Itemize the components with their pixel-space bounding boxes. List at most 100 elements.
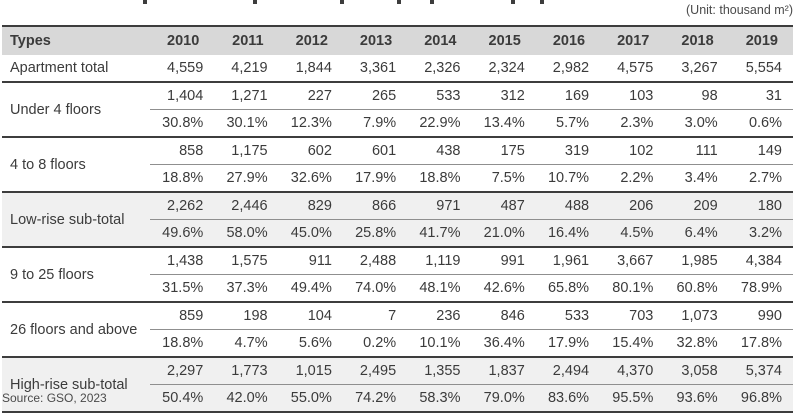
cell-area-value: 2,446 xyxy=(214,192,279,220)
cell-area-value: 98 xyxy=(664,82,729,110)
cell-area-value: 1,844 xyxy=(278,55,343,83)
cell-percent-value: 95.5% xyxy=(600,384,665,413)
cell-area-value: 533 xyxy=(407,82,472,110)
cell-area-value: 149 xyxy=(728,137,793,165)
cell-percent-value: 78.9% xyxy=(728,274,793,303)
row-label: 9 to 25 floors xyxy=(2,247,150,303)
cell-percent-value: 42.6% xyxy=(471,274,536,303)
cell-area-value: 169 xyxy=(535,82,601,110)
cell-percent-value: 30.1% xyxy=(214,109,279,138)
cell-percent-value: 65.8% xyxy=(535,274,601,303)
column-header-year: 2011 xyxy=(214,25,279,55)
cell-percent-value: 32.6% xyxy=(278,164,343,193)
cell-area-value: 1,404 xyxy=(150,82,215,110)
cell-area-value: 866 xyxy=(342,192,408,220)
row-label: High-rise sub-total xyxy=(2,357,150,413)
cell-area-value: 4,384 xyxy=(728,247,793,275)
table-row-counts: Under 4 floors 1,404 1,271 227 265 533 312 169 1… xyxy=(2,82,793,138)
cell-percent-value: 41.7% xyxy=(407,219,472,248)
cell-area-value: 2,495 xyxy=(342,357,408,385)
cell-area-value: 1,575 xyxy=(214,247,279,275)
cell-area-value: 31 xyxy=(728,82,793,110)
cell-percent-value: 12.3% xyxy=(278,109,343,138)
cell-area-value: 2,297 xyxy=(150,357,215,385)
cell-area-value: 265 xyxy=(342,82,408,110)
row-label: 26 floors and above xyxy=(2,302,150,358)
cell-percent-value: 5.6% xyxy=(278,329,343,358)
column-header-year: 2010 xyxy=(150,25,215,55)
column-header-year: 2014 xyxy=(407,25,472,55)
cell-percent-value: 37.3% xyxy=(214,274,279,303)
cell-percent-value: 80.1% xyxy=(600,274,665,303)
row-label: Under 4 floors xyxy=(2,82,150,138)
cell-area-value: 971 xyxy=(407,192,472,220)
cell-percent-value: 25.8% xyxy=(342,219,408,248)
cell-area-value: 2,488 xyxy=(342,247,408,275)
table-row-percents: 18.8% 4.7% 5.6% 0.2% 10.1% 36.4% 17.9% 15.4% 32.… xyxy=(2,329,793,358)
column-header-year: 2015 xyxy=(471,25,536,55)
cell-percent-value: 4.5% xyxy=(600,219,665,248)
table-row-percents: 30.8% 30.1% 12.3% 7.9% 22.9% 13.4% 5.7% 2.3% 3.0… xyxy=(2,109,793,138)
cell-area-value: 5,374 xyxy=(728,357,793,385)
cell-area-value: 3,267 xyxy=(664,55,729,83)
table-row-counts: 9 to 25 floors 1,438 1,575 911 2,488 1,119 991… xyxy=(2,247,793,303)
cell-area-value: 911 xyxy=(278,247,343,275)
cell-area-value: 5,554 xyxy=(728,55,793,83)
cell-area-value: 103 xyxy=(600,82,665,110)
cell-area-value: 102 xyxy=(600,137,665,165)
table-row-counts: Low-rise sub-total 2,262 2,446 829 866 971 487… xyxy=(2,192,793,248)
table-body: Apartment total 4,559 4,219 1,844 3,361 2,326… xyxy=(2,55,793,413)
cell-percent-value: 74.0% xyxy=(342,274,408,303)
cell-percent-value: 32.8% xyxy=(664,329,729,358)
cell-area-value: 487 xyxy=(471,192,536,220)
column-header-year: 2013 xyxy=(342,25,408,55)
cell-area-value: 1,073 xyxy=(664,302,729,330)
column-header-year: 2016 xyxy=(535,25,601,55)
cell-area-value: 533 xyxy=(535,302,601,330)
cell-percent-value: 93.6% xyxy=(664,384,729,413)
cell-area-value: 1,438 xyxy=(150,247,215,275)
cell-area-value: 209 xyxy=(664,192,729,220)
cell-area-value: 104 xyxy=(278,302,343,330)
cell-percent-value: 5.7% xyxy=(535,109,601,138)
cell-percent-value: 10.1% xyxy=(407,329,472,358)
cell-area-value: 3,361 xyxy=(342,55,408,83)
cell-percent-value: 49.4% xyxy=(278,274,343,303)
cell-percent-value: 27.9% xyxy=(214,164,279,193)
cell-area-value: 2,326 xyxy=(407,55,472,83)
title-fragment-mark xyxy=(253,0,257,4)
table-row-counts: 4 to 8 floors 858 1,175 602 601 438 175 319 102 1… xyxy=(2,137,793,193)
title-fragment-mark xyxy=(511,0,515,4)
header-row: Types 2010 2011 2012 2013 2014 2015 2016 2017 201… xyxy=(2,25,793,55)
cell-area-value: 2,262 xyxy=(150,192,215,220)
cell-area-value: 2,494 xyxy=(535,357,601,385)
title-fragment-mark xyxy=(397,0,401,4)
cell-percent-value: 2.2% xyxy=(600,164,665,193)
cell-area-value: 2,982 xyxy=(535,55,601,83)
cell-percent-value: 17.9% xyxy=(342,164,408,193)
cell-percent-value: 6.4% xyxy=(664,219,729,248)
cell-area-value: 859 xyxy=(150,302,215,330)
row-label: Apartment total xyxy=(2,55,150,83)
title-fragment-mark xyxy=(540,0,544,4)
cell-percent-value: 16.4% xyxy=(535,219,601,248)
cell-percent-value: 17.9% xyxy=(535,329,601,358)
cell-area-value: 3,058 xyxy=(664,357,729,385)
cell-area-value: 3,667 xyxy=(600,247,665,275)
cell-percent-value: 60.8% xyxy=(664,274,729,303)
cell-percent-value: 10.7% xyxy=(535,164,601,193)
cell-percent-value: 31.5% xyxy=(150,274,215,303)
cell-area-value: 312 xyxy=(471,82,536,110)
cell-area-value: 175 xyxy=(471,137,536,165)
cell-area-value: 858 xyxy=(150,137,215,165)
cell-percent-value: 74.2% xyxy=(342,384,408,413)
cell-area-value: 990 xyxy=(728,302,793,330)
cell-percent-value: 22.9% xyxy=(407,109,472,138)
cell-percent-value: 79.0% xyxy=(471,384,536,413)
cell-area-value: 846 xyxy=(471,302,536,330)
cell-percent-value: 13.4% xyxy=(471,109,536,138)
table-row: Apartment total 4,559 4,219 1,844 3,361 2,326… xyxy=(2,55,793,83)
title-fragment-mark xyxy=(430,0,434,4)
cell-area-value: 206 xyxy=(600,192,665,220)
source-label: Source: GSO, 2023 xyxy=(2,391,107,405)
